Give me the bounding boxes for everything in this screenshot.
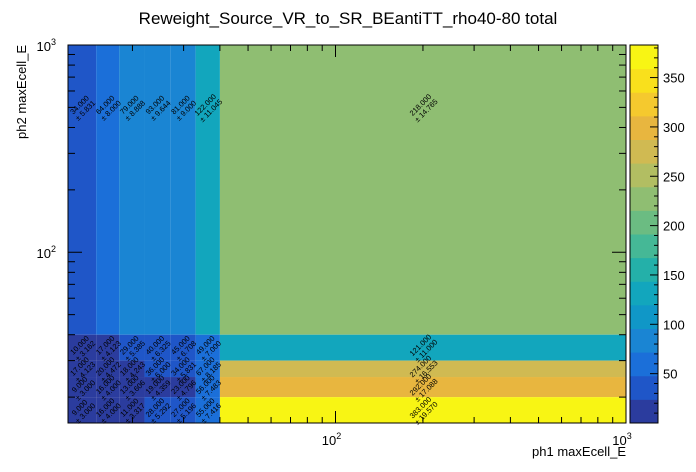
heatmap-cell (96, 377, 120, 398)
heatmap-cell (170, 334, 196, 361)
x-axis-label: ph1 maxEcell_E (532, 444, 626, 459)
color-scale-tick-label: 200 (663, 219, 685, 234)
heatmap-cell (219, 334, 627, 361)
plot-frame (67, 44, 627, 424)
color-scale-segment (630, 352, 658, 377)
heatmap-cell (96, 397, 120, 423)
heatmap-cell (219, 377, 627, 398)
heatmap-cell (195, 334, 220, 361)
heatmap-cell (195, 377, 220, 398)
color-scale-segment (630, 234, 658, 259)
heatmap-cell (119, 360, 145, 378)
heatmap-cell (119, 45, 145, 335)
heatmap-cell (170, 360, 196, 378)
color-scale-segment (630, 186, 658, 211)
y-tick-label: 103 (37, 37, 56, 54)
y-axis-label: ph2 maxEcell_E (14, 45, 29, 139)
color-scale-segment (630, 328, 658, 353)
color-scale-ticks: 50 100 150 200 250 300 350 (650, 47, 685, 414)
heatmap-cell (144, 45, 171, 335)
heatmap-cell (144, 334, 171, 361)
color-scale-tick-label: 50 (663, 367, 677, 382)
y-tick-label: 102 (37, 244, 56, 261)
color-scale-segment (630, 399, 658, 424)
heatmap-cell (144, 360, 171, 378)
color-scale-segment (630, 115, 658, 140)
heatmap-cell (195, 360, 220, 378)
color-scale-segment (630, 163, 658, 188)
color-scale-segment (630, 281, 658, 306)
color-scale-segment (630, 304, 658, 329)
heatmap-cell (119, 397, 145, 423)
heatmap-cell (195, 397, 220, 423)
heatmap-cell (96, 334, 120, 361)
color-scale-segment (630, 210, 658, 235)
color-scale-segment (630, 45, 658, 70)
heatmap-cell (68, 360, 97, 378)
heatmap-cell (119, 334, 145, 361)
heatmap-cell (68, 334, 97, 361)
color-scale-segment (630, 257, 658, 282)
x-tick-label: 102 (322, 431, 341, 448)
heatmap-cell (170, 45, 196, 335)
color-scale-frame (629, 44, 659, 424)
heatmap-cell (195, 45, 220, 335)
heatmap-cell (96, 360, 120, 378)
heatmap-cell (219, 45, 627, 335)
color-scale-segment (630, 375, 658, 400)
heatmap-cell (68, 397, 97, 423)
y-tick-exponent: 3 (51, 37, 56, 47)
color-scale-segment (630, 92, 658, 117)
x-tick-exponent: 3 (627, 431, 632, 441)
chart-title: Reweight_Source_VR_to_SR_BEantiTT_rho40-… (139, 9, 558, 28)
color-scale-tick-label: 150 (663, 268, 685, 283)
color-scale-segment (630, 68, 658, 93)
color-scale-bar (629, 44, 659, 424)
heatmap-cell (219, 360, 627, 378)
heatmap-cell (170, 377, 196, 398)
color-scale-segment (630, 139, 658, 164)
heatmap-cell (119, 377, 145, 398)
heatmap-cell (144, 377, 171, 398)
heatmap-cell (68, 377, 97, 398)
heatmap-cell (170, 397, 196, 423)
x-tick-exponent: 2 (336, 431, 341, 441)
color-scale-tick-label: 350 (663, 71, 685, 86)
color-scale-tick-label: 300 (663, 120, 685, 135)
heatmap-cell (144, 397, 171, 423)
color-scale-tick-label: 100 (663, 317, 685, 332)
y-tick-exponent: 2 (51, 244, 56, 254)
heatmap-cell (96, 45, 120, 335)
color-scale-tick-label: 250 (663, 169, 685, 184)
